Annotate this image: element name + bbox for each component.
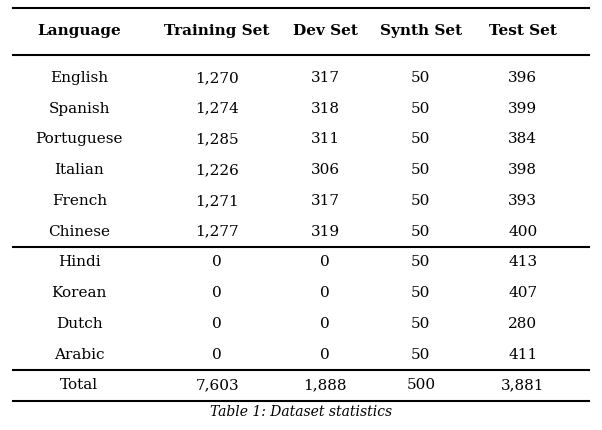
Text: Dutch: Dutch bbox=[56, 317, 102, 331]
Text: 50: 50 bbox=[411, 71, 430, 85]
Text: 1,277: 1,277 bbox=[195, 224, 239, 239]
Text: 50: 50 bbox=[411, 132, 430, 146]
Text: Arabic: Arabic bbox=[54, 348, 105, 362]
Text: 50: 50 bbox=[411, 348, 430, 362]
Text: Table 1: Dataset statistics: Table 1: Dataset statistics bbox=[210, 405, 392, 418]
Text: 7,603: 7,603 bbox=[195, 378, 239, 393]
Text: 393: 393 bbox=[508, 194, 537, 208]
Text: 1,271: 1,271 bbox=[195, 194, 239, 208]
Text: 0: 0 bbox=[320, 286, 330, 300]
Text: Training Set: Training Set bbox=[164, 24, 270, 38]
Text: 399: 399 bbox=[508, 101, 537, 116]
Text: 50: 50 bbox=[411, 194, 430, 208]
Text: Korean: Korean bbox=[52, 286, 107, 300]
Text: Language: Language bbox=[37, 24, 121, 38]
Text: 500: 500 bbox=[406, 378, 435, 393]
Text: 407: 407 bbox=[508, 286, 537, 300]
Text: 306: 306 bbox=[311, 163, 340, 177]
Text: Total: Total bbox=[60, 378, 98, 393]
Text: 411: 411 bbox=[508, 348, 538, 362]
Text: Spanish: Spanish bbox=[49, 101, 110, 116]
Text: Portuguese: Portuguese bbox=[36, 132, 123, 146]
Text: 1,270: 1,270 bbox=[195, 71, 239, 85]
Text: 1,226: 1,226 bbox=[195, 163, 239, 177]
Text: 50: 50 bbox=[411, 255, 430, 270]
Text: Dev Set: Dev Set bbox=[293, 24, 358, 38]
Text: Hindi: Hindi bbox=[58, 255, 101, 270]
Text: French: French bbox=[52, 194, 107, 208]
Text: 280: 280 bbox=[508, 317, 537, 331]
Text: 0: 0 bbox=[213, 286, 222, 300]
Text: 396: 396 bbox=[508, 71, 537, 85]
Text: 50: 50 bbox=[411, 317, 430, 331]
Text: 0: 0 bbox=[213, 255, 222, 270]
Text: 311: 311 bbox=[311, 132, 340, 146]
Text: 1,888: 1,888 bbox=[303, 378, 347, 393]
Text: 319: 319 bbox=[311, 224, 340, 239]
Text: 0: 0 bbox=[320, 317, 330, 331]
Text: 317: 317 bbox=[311, 194, 340, 208]
Text: 3,881: 3,881 bbox=[501, 378, 544, 393]
Text: 0: 0 bbox=[213, 317, 222, 331]
Text: English: English bbox=[50, 71, 108, 85]
Text: 0: 0 bbox=[213, 348, 222, 362]
Text: 317: 317 bbox=[311, 71, 340, 85]
Text: 1,285: 1,285 bbox=[195, 132, 239, 146]
Text: 50: 50 bbox=[411, 101, 430, 116]
Text: Chinese: Chinese bbox=[48, 224, 110, 239]
Text: 400: 400 bbox=[508, 224, 538, 239]
Text: 50: 50 bbox=[411, 286, 430, 300]
Text: 1,274: 1,274 bbox=[195, 101, 239, 116]
Text: Italian: Italian bbox=[54, 163, 104, 177]
Text: 50: 50 bbox=[411, 224, 430, 239]
Text: 318: 318 bbox=[311, 101, 340, 116]
Text: 413: 413 bbox=[508, 255, 537, 270]
Text: Synth Set: Synth Set bbox=[380, 24, 462, 38]
Text: 0: 0 bbox=[320, 255, 330, 270]
Text: 384: 384 bbox=[508, 132, 537, 146]
Text: 398: 398 bbox=[508, 163, 537, 177]
Text: 50: 50 bbox=[411, 163, 430, 177]
Text: Test Set: Test Set bbox=[489, 24, 557, 38]
Text: 0: 0 bbox=[320, 348, 330, 362]
